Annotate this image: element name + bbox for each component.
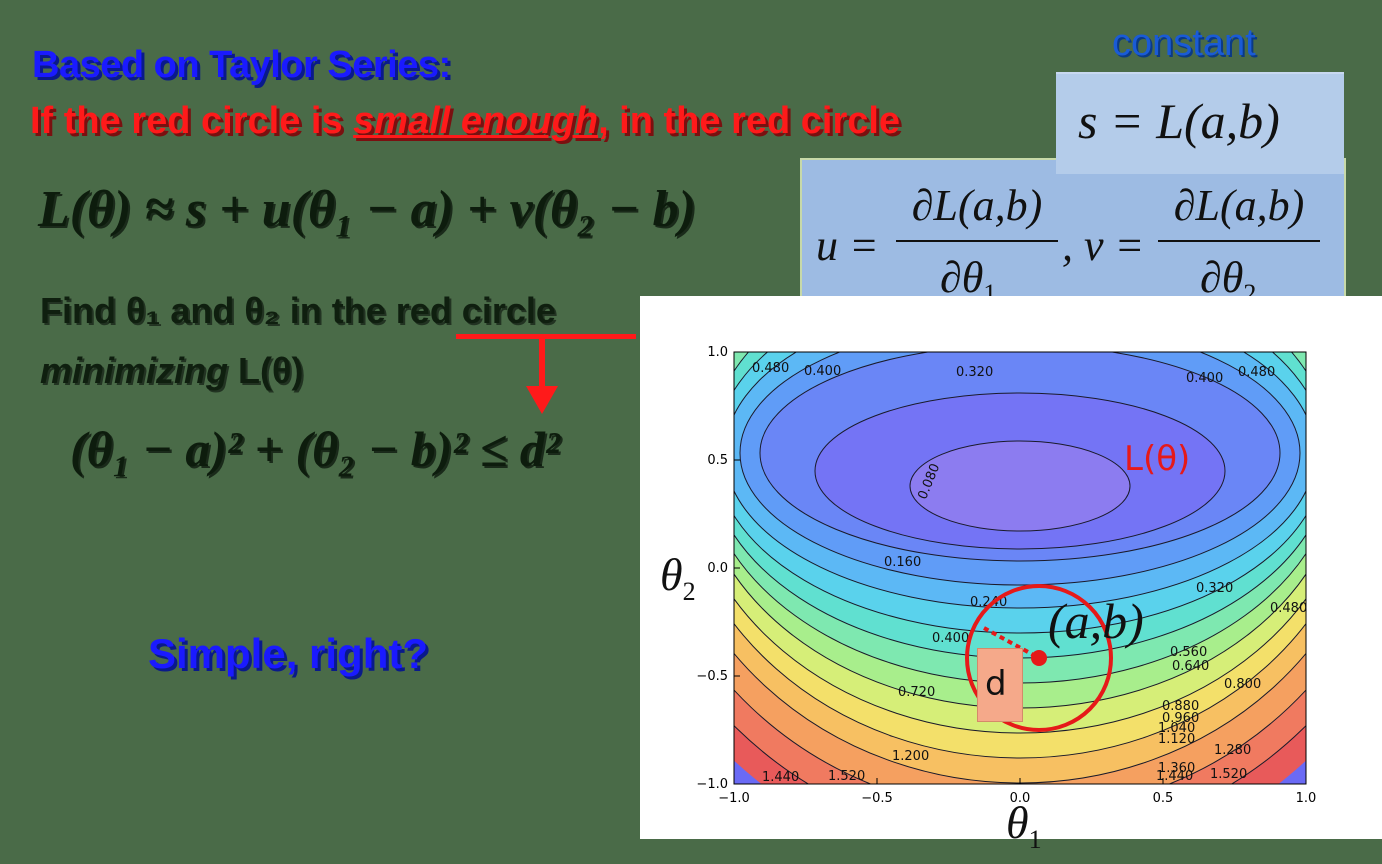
contour-label: 0.400 (1186, 371, 1223, 386)
contour-label: 1.520 (1210, 767, 1247, 782)
find-loss: L(θ) (228, 350, 304, 391)
y-tick-label: 0.0 (707, 561, 728, 576)
y-tick-label: −1.0 (696, 777, 728, 792)
contour-label: 0.800 (1224, 677, 1261, 692)
find-line2: minimizing L(θ) (40, 350, 303, 392)
y-axis-theta: θ (660, 549, 683, 600)
contour-label: 0.400 (804, 364, 841, 379)
eq-u-numerator: ∂L(a,b) (911, 181, 1043, 230)
x-tick-label: 0.0 (1010, 791, 1031, 806)
heading-line2-emph: small enough (353, 100, 599, 142)
eq-u-fraction-bar (896, 240, 1058, 242)
radius-d-label: d (985, 664, 1007, 704)
find-line1: Find θ₁ and θ₂ in the red circle (40, 290, 556, 331)
contour-label: 0.400 (932, 631, 969, 646)
x-tick-label: 0.5 (1153, 791, 1174, 806)
contour-label: 1.440 (1156, 769, 1193, 784)
y-tick-label: 0.5 (707, 453, 728, 468)
x-axis-label: θ1 (1006, 796, 1042, 855)
heading-line2: If the red circle is small enough, in th… (30, 100, 900, 143)
contour-label: 0.480 (1238, 365, 1275, 380)
simple-right-text: Simple, right? (148, 630, 429, 677)
contour-label: 0.560 (1170, 645, 1207, 660)
y-axis-sub: 2 (682, 577, 696, 607)
contour-label: 0.720 (898, 685, 935, 700)
radius-d-box (977, 648, 1023, 722)
eq-constraint: (θ₁ − a)² + (θ₂ − b)² ≤ d² (70, 421, 560, 477)
contour-label: 1.520 (828, 769, 865, 784)
eq-v-den-text: ∂θ (1200, 253, 1244, 302)
point-ab (1031, 650, 1047, 666)
eq-v-numerator: ∂L(a,b) (1173, 181, 1305, 230)
red-down-arrow (526, 336, 558, 414)
eq-u-denominator: ∂θ1 (940, 252, 996, 309)
contour-label: 1.440 (762, 770, 799, 785)
y-tick-label: −0.5 (696, 669, 728, 684)
contour-label: 0.480 (1270, 601, 1307, 616)
contour-label: 0.320 (1196, 581, 1233, 596)
loss-label: L(θ) (1124, 439, 1190, 479)
red-circle (965, 584, 1113, 732)
eq-u-lhs: u = (816, 221, 879, 270)
contour-label: 0.640 (1172, 659, 1209, 674)
contour-label: 1.040 (1158, 721, 1195, 736)
heading-line2-suffix: , in the red circle (598, 100, 901, 142)
x-tick-label: −0.5 (861, 791, 893, 806)
heading-line2-prefix: If the red circle is (30, 100, 354, 142)
contour-plot: 0.480 0.400 0.320 0.400 0.480 0.080 0.16… (696, 345, 1317, 806)
y-tick-label: 1.0 (707, 345, 728, 360)
contour-label: 0.480 (752, 361, 789, 376)
eq-taylor: L(θ) ≈ s + u(θ₁ − a) + v(θ₂ − b) (38, 181, 696, 238)
contour-label: 0.320 (956, 365, 993, 380)
x-tick-label: 1.0 (1296, 791, 1317, 806)
radius-line (983, 626, 1040, 660)
s-equation-box (1056, 72, 1344, 174)
x-axis-theta: θ (1006, 797, 1029, 848)
contour-label: 0.960 (1162, 711, 1199, 726)
eq-v-lhs: , v = (1062, 221, 1145, 270)
eq-u-den-text: ∂θ (940, 253, 984, 302)
eq-v-fraction-bar (1158, 240, 1320, 242)
contour-label: 0.160 (884, 555, 921, 570)
point-label: (a,b) (1048, 593, 1144, 649)
constant-label: constant (1112, 22, 1256, 64)
contour-label: 0.880 (1162, 699, 1199, 714)
x-tick-label: −1.0 (718, 791, 750, 806)
red-circle-underline (456, 334, 636, 339)
contour-label: 1.360 (1158, 761, 1195, 776)
heading-line1: Based on Taylor Series: (32, 44, 451, 86)
contour-label: 1.200 (892, 749, 929, 764)
y-axis-label: θ2 (660, 548, 696, 607)
contour-label: 1.120 (1158, 732, 1195, 747)
eq-s: s = L(a,b) (1078, 93, 1280, 149)
contour-label: 1.280 (1214, 743, 1251, 758)
find-minimizing: minimizing (40, 350, 228, 391)
x-axis-sub: 1 (1028, 825, 1042, 855)
